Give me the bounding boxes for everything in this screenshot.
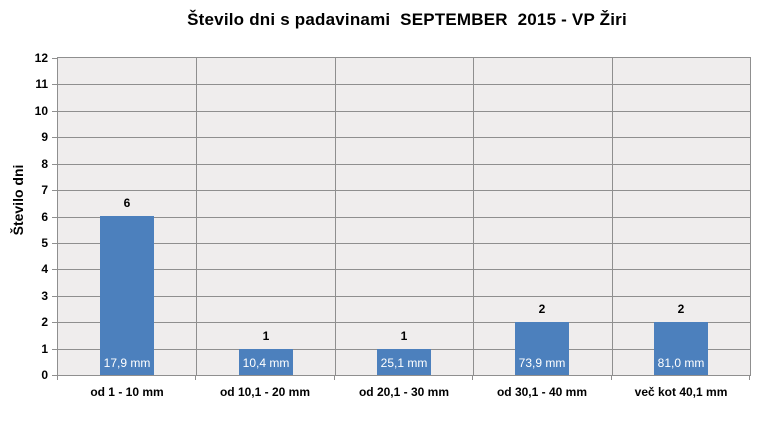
bar: 17,9 mm 6	[100, 196, 154, 375]
y-tick-label: 5	[41, 236, 48, 250]
x-tick-mark	[749, 376, 750, 380]
y-tick-mark	[52, 375, 57, 376]
x-axis-category-label: od 1 - 10 mm	[90, 385, 164, 399]
y-tick-mark	[52, 137, 57, 138]
bar: 10,4 mm 1	[239, 329, 293, 375]
x-tick-mark	[611, 376, 612, 380]
bar-inner-label: 81,0 mm	[657, 356, 705, 370]
y-tick-mark	[52, 322, 57, 323]
bar-inner-label: 10,4 mm	[242, 356, 290, 370]
gridline-horizontal	[58, 84, 750, 85]
bar-inner-label: 17,9 mm	[103, 356, 151, 370]
x-axis-category-label: od 10,1 - 20 mm	[219, 385, 311, 399]
y-tick-label: 11	[35, 77, 48, 91]
y-tick-label: 10	[34, 104, 48, 118]
y-tick-mark	[52, 243, 57, 244]
y-tick-label: 7	[41, 183, 48, 197]
y-tick-mark	[52, 190, 57, 191]
x-axis-category-label: od 20,1 - 30 mm	[358, 385, 450, 399]
y-tick-mark	[52, 349, 57, 350]
x-tick-mark	[195, 376, 196, 380]
y-tick-mark	[52, 84, 57, 85]
x-tick-mark	[334, 376, 335, 380]
bar-value-label: 1	[262, 329, 270, 343]
gridline-vertical	[612, 58, 613, 375]
bar-inner-label: 25,1 mm	[380, 356, 428, 370]
bar: 25,1 mm 1	[377, 329, 431, 375]
x-tick-mark	[57, 376, 58, 380]
gridline-vertical	[473, 58, 474, 375]
y-tick-label: 6	[41, 210, 48, 224]
gridline-horizontal	[58, 190, 750, 191]
y-tick-mark	[52, 217, 57, 218]
gridline-horizontal	[58, 269, 750, 270]
bar-value-label: 2	[538, 302, 546, 316]
x-axis-category-label: več kot 40,1 mm	[634, 385, 728, 399]
gridline-horizontal	[58, 243, 750, 244]
y-tick-label: 4	[41, 262, 48, 276]
bar-value-label: 1	[400, 329, 408, 343]
bar-inner-label: 73,9 mm	[518, 356, 566, 370]
gridline-horizontal	[58, 322, 750, 323]
chart-title: Število dni s padavinami SEPTEMBER 2015 …	[187, 10, 627, 29]
gridline-vertical	[335, 58, 336, 375]
bar-value-label: 6	[123, 196, 131, 210]
gridline-vertical	[196, 58, 197, 375]
y-tick-mark	[52, 111, 57, 112]
y-tick-mark	[52, 296, 57, 297]
gridline-horizontal	[58, 111, 750, 112]
y-tick-label: 2	[41, 315, 48, 329]
bar-value-label: 2	[677, 302, 685, 316]
gridline-horizontal	[58, 137, 750, 138]
plot-area: 17,9 mm 6 10,4 mm 1 25,1 mm 1 73,9 mm 2 81,0 mm 2	[57, 57, 751, 376]
y-tick-mark	[52, 164, 57, 165]
x-tick-mark	[472, 376, 473, 380]
y-tick-mark	[52, 269, 57, 270]
y-tick-label: 9	[41, 130, 48, 144]
bar: 73,9 mm 2	[515, 302, 569, 375]
gridline-horizontal	[58, 217, 750, 218]
y-tick-mark	[52, 58, 57, 59]
bar: 81,0 mm 2	[654, 302, 708, 375]
gridline-horizontal	[58, 164, 750, 165]
gridline-horizontal	[58, 296, 750, 297]
y-tick-label: 8	[41, 157, 48, 171]
y-tick-label: 0	[41, 368, 48, 382]
y-tick-label: 1	[41, 342, 48, 356]
x-axis-category-label: od 30,1 - 40 mm	[496, 385, 588, 399]
y-tick-label: 3	[41, 289, 48, 303]
y-tick-label: 12	[34, 51, 48, 65]
